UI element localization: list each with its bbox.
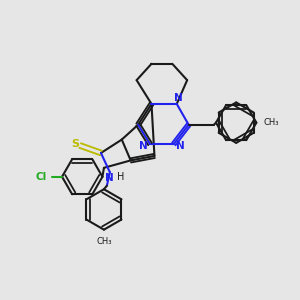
Text: N: N: [106, 172, 114, 183]
Text: H: H: [117, 172, 124, 182]
Text: CH₃: CH₃: [264, 118, 279, 127]
Text: N: N: [139, 141, 148, 152]
Text: CH₃: CH₃: [96, 237, 112, 246]
Text: N: N: [174, 93, 183, 103]
Text: N: N: [176, 141, 185, 152]
Text: Cl: Cl: [35, 172, 46, 182]
Text: S: S: [71, 139, 79, 149]
